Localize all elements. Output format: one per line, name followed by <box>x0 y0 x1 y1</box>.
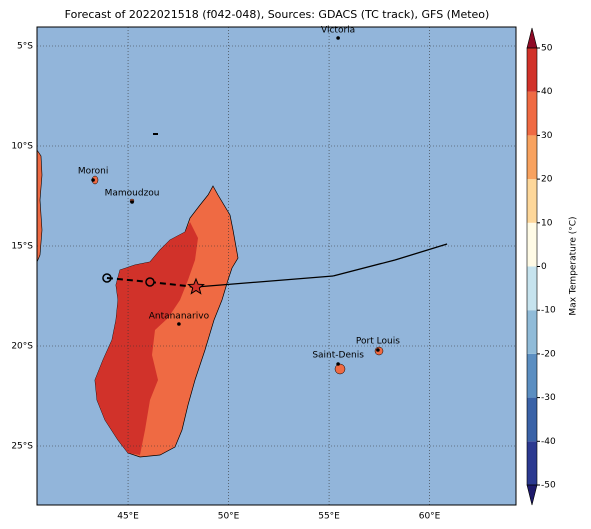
x-tick-label: 45°E <box>117 512 139 522</box>
y-tick-label: 25°S <box>11 442 33 452</box>
city-marker <box>376 348 380 352</box>
city-marker <box>91 178 95 182</box>
city-label: Moroni <box>78 167 109 177</box>
track-segment <box>106 277 151 283</box>
y-tick-label: 5°S <box>17 42 33 52</box>
city-label: Victoria <box>321 26 355 36</box>
colorbar-segment <box>527 222 537 267</box>
storm-position <box>187 277 205 295</box>
city-marker <box>177 322 181 326</box>
colorbar-tick-label: -20 <box>541 349 556 359</box>
colorbar-tick-label: 30 <box>541 131 553 141</box>
colorbar-segment <box>527 91 537 136</box>
colorbar-tick-label: -10 <box>541 306 556 316</box>
track-segment <box>332 259 396 277</box>
track-point <box>102 273 112 283</box>
city-marker <box>336 362 340 366</box>
city-label: Port Louis <box>356 337 400 347</box>
map-frame <box>36 26 517 506</box>
track-segment <box>195 275 334 288</box>
ocean <box>37 27 516 505</box>
colorbar-tick-label: 50 <box>541 44 553 54</box>
track-segment <box>394 243 448 261</box>
y-tick-label: 20°S <box>11 342 33 352</box>
colorbar-extend-over <box>526 27 538 49</box>
city-label: Mamoudzou <box>105 189 160 199</box>
colorbar-tick-label: -40 <box>541 437 556 447</box>
x-tick-label: 50°E <box>218 512 240 522</box>
track-point <box>145 277 155 287</box>
city-marker <box>130 200 134 204</box>
colorbar-tick-label: 20 <box>541 175 553 185</box>
colorbar-tick-label: 10 <box>541 218 553 228</box>
colorbar-segment <box>527 441 537 485</box>
city-marker <box>336 36 340 40</box>
colorbar-tick-label: -30 <box>541 393 556 403</box>
colorbar-segment <box>527 179 537 223</box>
city-label: Antananarivo <box>149 312 210 322</box>
y-tick-label: 10°S <box>11 142 33 152</box>
y-tick-label: 15°S <box>11 242 33 252</box>
colorbar-segment <box>527 135 537 180</box>
track-segment <box>149 281 197 288</box>
x-tick-label: 60°E <box>419 512 441 522</box>
colorbar-segment <box>527 48 537 92</box>
x-tick-label: 55°E <box>318 512 340 522</box>
colorbar-segment <box>527 397 537 442</box>
colorbar-label: Max Temperature (°C) <box>569 216 579 315</box>
city-label: Saint-Denis <box>312 351 364 361</box>
colorbar-tick-label: 0 <box>541 262 547 272</box>
colorbar-segment <box>527 266 537 311</box>
colorbar-extend-under <box>526 484 538 506</box>
colorbar-segment <box>527 353 537 398</box>
colorbar-tick-label: 40 <box>541 87 553 97</box>
map-title: Forecast of 2022021518 (f042-048), Sourc… <box>65 8 490 21</box>
colorbar-tick-label: -50 <box>541 481 556 491</box>
colorbar-segment <box>527 310 537 354</box>
